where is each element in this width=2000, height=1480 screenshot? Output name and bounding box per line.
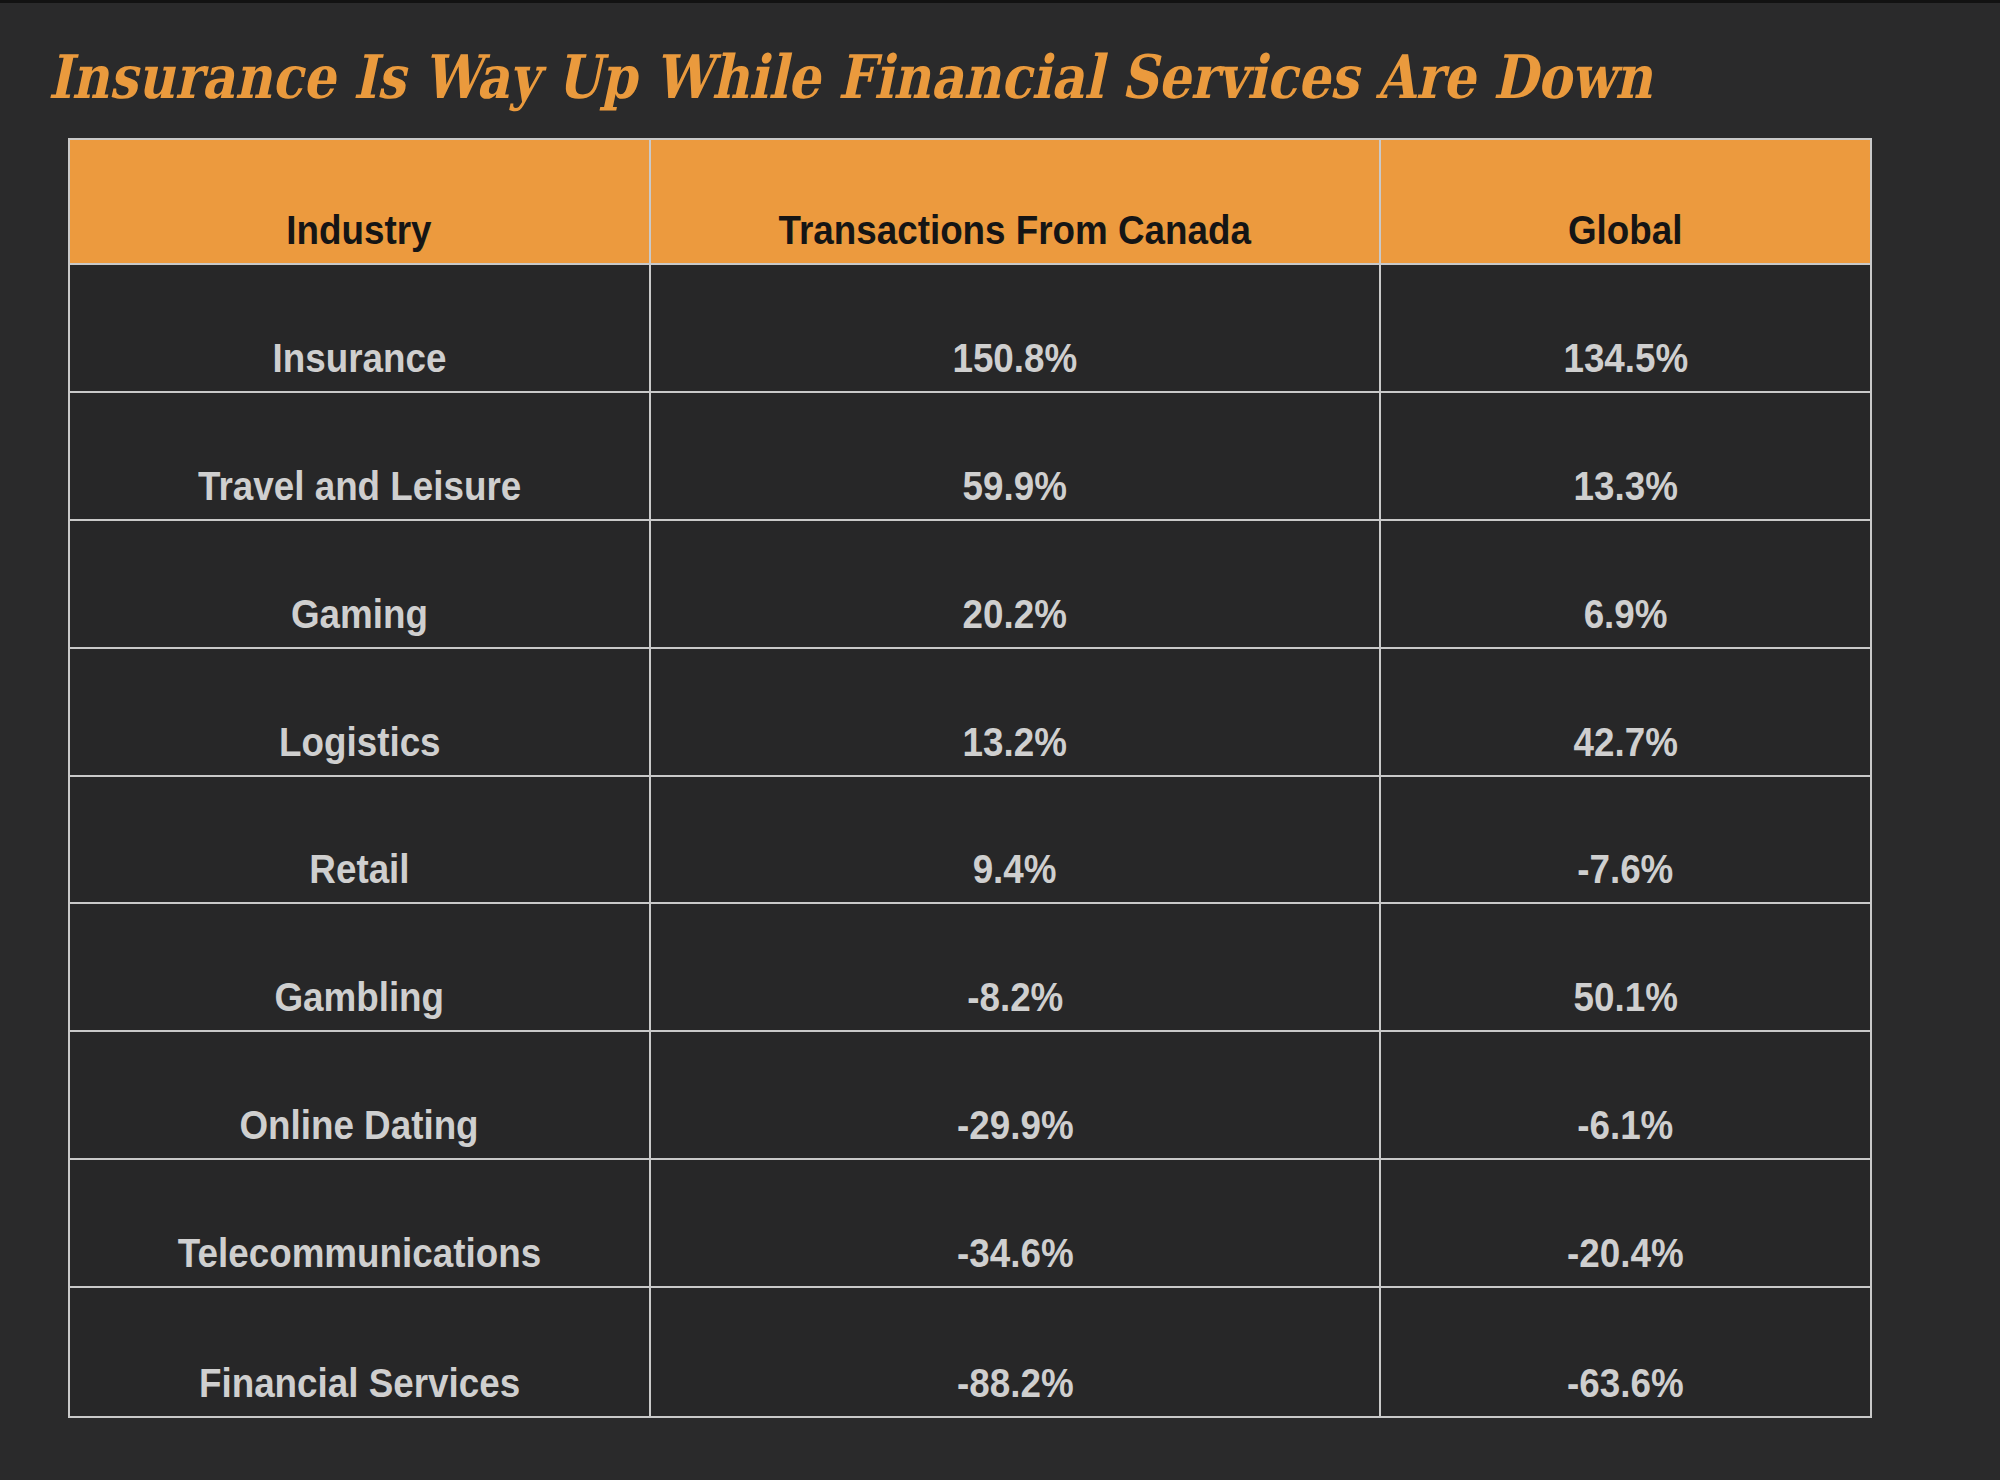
global-value-cell: 134.5%: [1381, 265, 1870, 393]
canada-value-cell: -8.2%: [651, 904, 1381, 1032]
header-label-industry: Industry: [287, 210, 432, 250]
industry-table: Industry Transactions From Canada Global…: [68, 138, 1872, 1418]
global-value: -7.6%: [1577, 849, 1673, 889]
industry-label: Gaming: [291, 594, 428, 634]
global-value: 50.1%: [1573, 977, 1677, 1017]
canada-value-cell: -34.6%: [651, 1160, 1381, 1288]
industry-label: Telecommunications: [178, 1233, 541, 1273]
global-value-cell: -63.6%: [1381, 1288, 1870, 1416]
canada-value: -34.6%: [957, 1233, 1074, 1273]
industry-cell: Financial Services: [70, 1288, 651, 1416]
global-value-cell: -20.4%: [1381, 1160, 1870, 1288]
industry-cell: Telecommunications: [70, 1160, 651, 1288]
canada-value: 20.2%: [963, 594, 1067, 634]
industry-cell: Travel and Leisure: [70, 393, 651, 521]
canada-value-cell: -88.2%: [651, 1288, 1381, 1416]
global-value: 42.7%: [1573, 722, 1677, 762]
canada-value-cell: 150.8%: [651, 265, 1381, 393]
global-value-cell: 13.3%: [1381, 393, 1870, 521]
industry-label: Online Dating: [240, 1105, 479, 1145]
header-cell-canada: Transactions From Canada: [651, 140, 1381, 265]
global-value: -63.6%: [1567, 1363, 1684, 1403]
canada-value: 9.4%: [973, 849, 1057, 889]
canada-value: -8.2%: [967, 977, 1063, 1017]
industry-label: Logistics: [279, 722, 441, 762]
industry-cell: Online Dating: [70, 1032, 651, 1160]
global-value: -6.1%: [1577, 1105, 1673, 1145]
global-value-cell: 50.1%: [1381, 904, 1870, 1032]
canada-value: -88.2%: [957, 1363, 1074, 1403]
industry-label: Retail: [309, 849, 409, 889]
canada-value-cell: 9.4%: [651, 777, 1381, 905]
industry-label: Insurance: [272, 338, 446, 378]
global-value: 134.5%: [1563, 338, 1688, 378]
canada-value: 13.2%: [963, 722, 1067, 762]
canada-value: 59.9%: [963, 466, 1067, 506]
header-cell-industry: Industry: [70, 140, 651, 265]
chart-title: Insurance Is Way Up While Financial Serv…: [48, 44, 1652, 110]
header-label-global: Global: [1568, 210, 1682, 250]
industry-cell: Gaming: [70, 521, 651, 649]
header-cell-global: Global: [1381, 140, 1870, 265]
industry-label: Travel and Leisure: [198, 466, 521, 506]
canada-value: 150.8%: [952, 338, 1077, 378]
canada-value: -29.9%: [957, 1105, 1074, 1145]
header-label-canada: Transactions From Canada: [779, 210, 1251, 250]
global-value: 13.3%: [1573, 466, 1677, 506]
industry-label: Financial Services: [199, 1363, 520, 1403]
industry-cell: Retail: [70, 777, 651, 905]
global-value-cell: -7.6%: [1381, 777, 1870, 905]
global-value-cell: -6.1%: [1381, 1032, 1870, 1160]
industry-cell: Insurance: [70, 265, 651, 393]
global-value: 6.9%: [1584, 594, 1668, 634]
canada-value-cell: -29.9%: [651, 1032, 1381, 1160]
industry-cell: Gambling: [70, 904, 651, 1032]
window-top-edge: [0, 0, 2000, 3]
canada-value-cell: 59.9%: [651, 393, 1381, 521]
global-value: -20.4%: [1567, 1233, 1684, 1273]
global-value-cell: 6.9%: [1381, 521, 1870, 649]
global-value-cell: 42.7%: [1381, 649, 1870, 777]
industry-label: Gambling: [275, 977, 445, 1017]
industry-cell: Logistics: [70, 649, 651, 777]
canada-value-cell: 13.2%: [651, 649, 1381, 777]
canada-value-cell: 20.2%: [651, 521, 1381, 649]
